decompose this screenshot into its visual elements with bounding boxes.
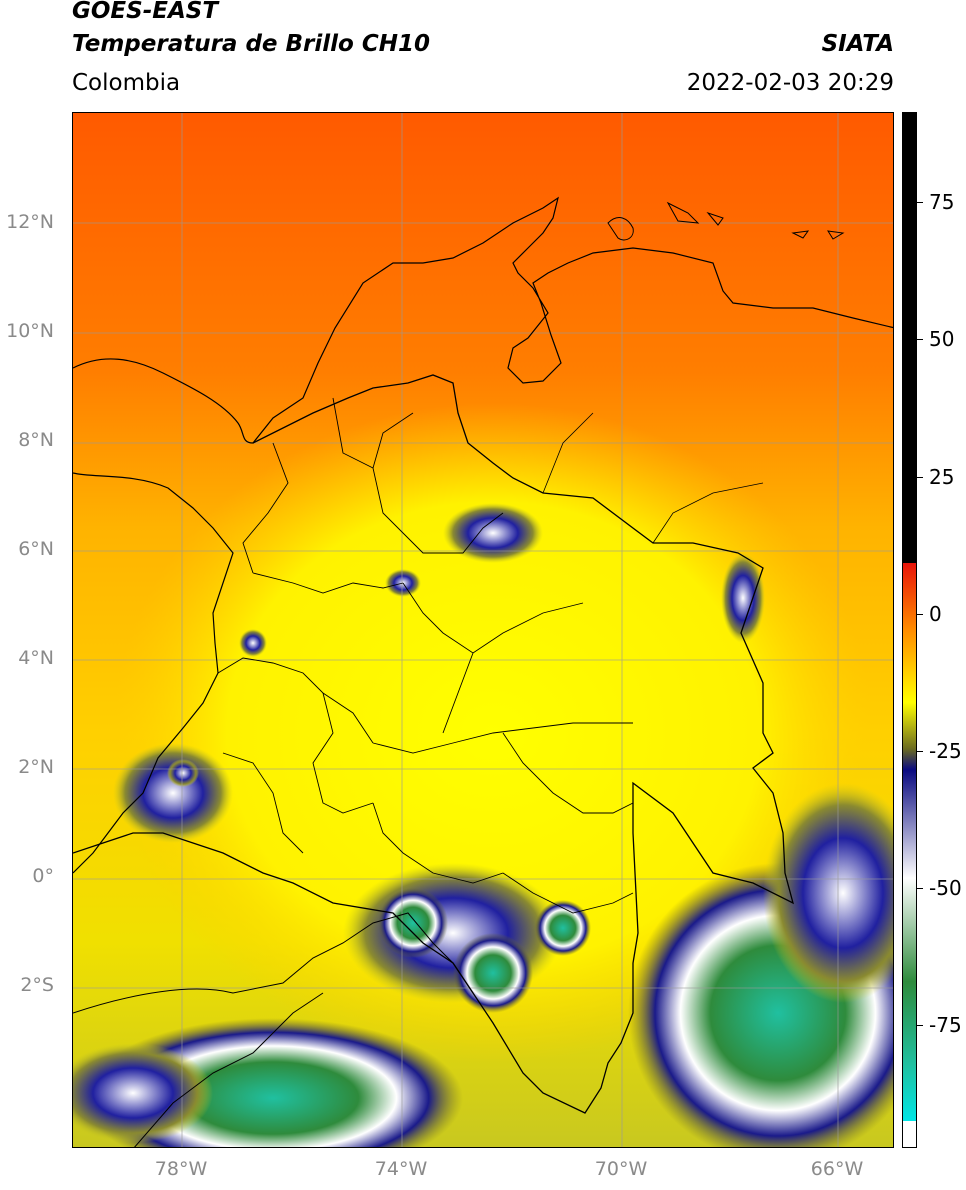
colorbar-tick-m75 [917, 1025, 923, 1026]
title-satellite: GOES-EAST [72, 0, 218, 24]
lon-label-74w: 74°W [375, 1158, 427, 1180]
cloud-cell-8 [239, 629, 267, 657]
colorbar-tick-m25 [917, 751, 923, 752]
colorbar-tick-25 [917, 477, 923, 478]
lat-label-8n: 8°N [18, 429, 54, 451]
lon-label-66w: 66°W [811, 1158, 863, 1180]
lat-label-12n: 12°N [6, 211, 54, 233]
lat-label-4n: 4°N [18, 647, 54, 669]
colorbar [902, 112, 917, 1148]
lat-label-2s: 2°S [20, 974, 54, 996]
lat-label-2n: 2°N [18, 756, 54, 778]
satellite-map [73, 113, 894, 1148]
lon-label-70w: 70°W [595, 1158, 647, 1180]
colorbar-label-50: 50 [929, 327, 954, 351]
colorbar-label-0: 0 [929, 602, 942, 626]
lat-label-0: 0° [32, 865, 54, 887]
colorbar-label-m50: -50 [929, 876, 962, 900]
colorbar-label-m25: -25 [929, 739, 962, 763]
colorbar-tick-0 [917, 614, 923, 615]
colorbar-tick-m50 [917, 888, 923, 889]
lon-label-78w: 78°W [155, 1158, 207, 1180]
title-product: Temperatura de Brillo CH10 [72, 31, 430, 57]
colorbar-label-75: 75 [929, 190, 954, 214]
cloud-cell-1 [453, 933, 533, 1013]
subtitle-region: Colombia [72, 70, 180, 96]
lat-label-6n: 6°N [18, 538, 54, 560]
colorbar-label-m75: -75 [929, 1013, 962, 1037]
timestamp: 2022-02-03 20:29 [687, 70, 894, 96]
colorbar-label-25: 25 [929, 465, 954, 489]
colorbar-tick-75 [917, 202, 923, 203]
colorbar-tick-50 [917, 339, 923, 340]
map-panel[interactable] [72, 112, 894, 1148]
cloud-cell-6 [443, 503, 543, 563]
cloud-cell-4 [721, 553, 765, 643]
cloud-cell-9 [167, 759, 199, 787]
cloud-cell-5 [113, 743, 233, 843]
title-source: SIATA [822, 31, 894, 57]
lat-label-10n: 10°N [6, 320, 54, 342]
